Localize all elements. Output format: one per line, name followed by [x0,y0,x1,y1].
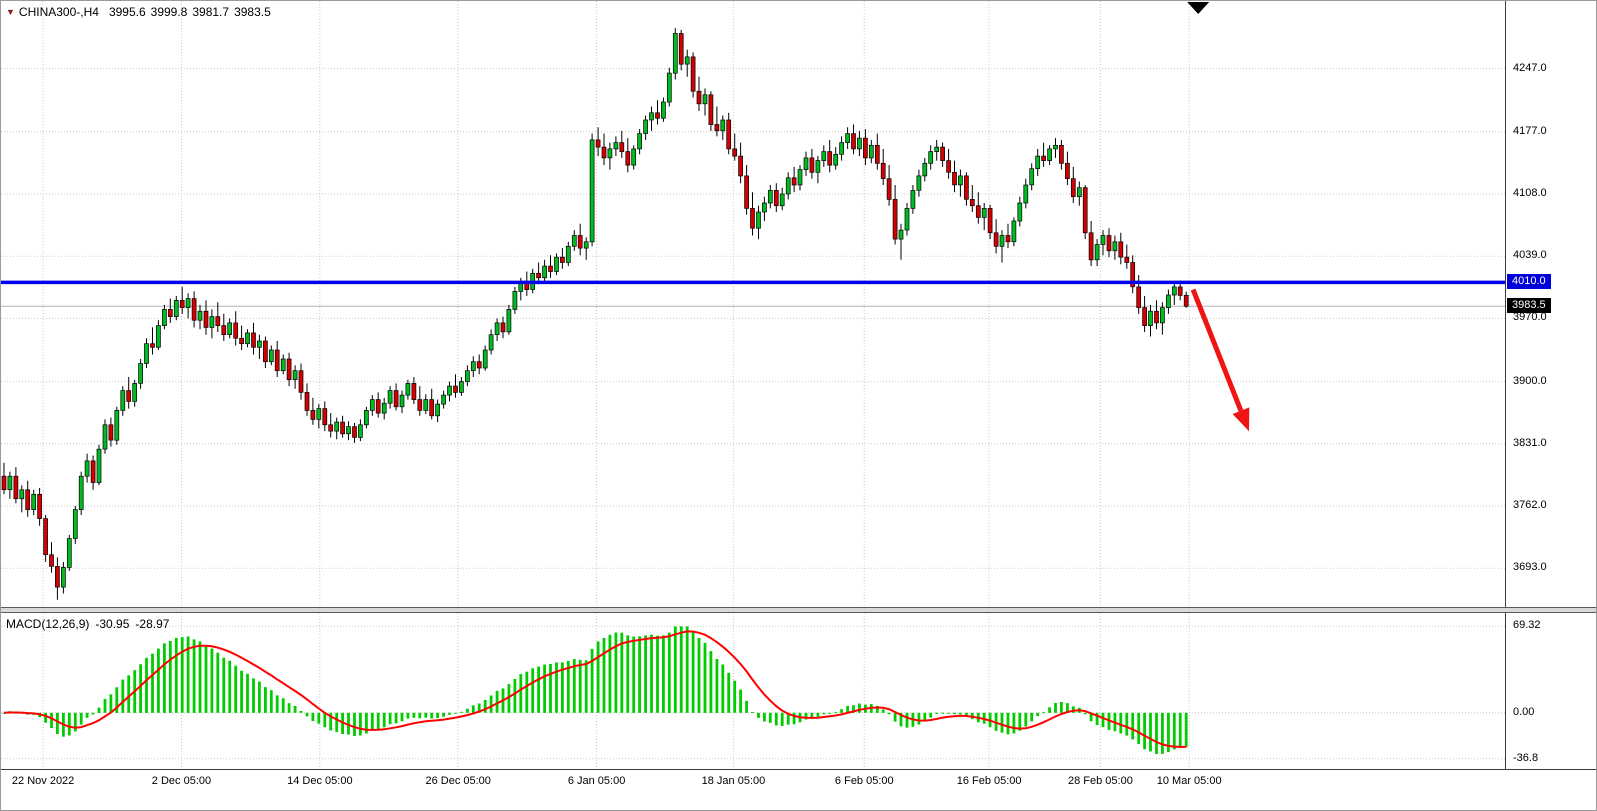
quote-high: 3999.8 [150,5,188,19]
price-axis-label: 3762.0 [1513,499,1547,511]
quote-line: ▼ CHINA300-,H4 3995.6 3999.8 3981.7 3983.5 [6,5,276,19]
main-chart-panel[interactable] [1,1,1505,607]
chart-shift-marker-icon [1187,2,1210,14]
price-axis[interactable] [1505,1,1596,769]
price-axis-label: 3970.0 [1513,311,1547,324]
price-axis-label: 4108.0 [1513,186,1547,199]
trend-arrow[interactable] [1190,288,1250,432]
price-axis-label: 4247.0 [1513,61,1547,74]
symbol-triangle-icon: ▼ [6,7,15,17]
macd-axis-label: 69.32 [1513,619,1541,632]
quote-close: 3983.5 [234,5,271,19]
quote-low: 3981.7 [192,5,230,19]
time-axis-label: 6 Jan 05:00 [567,775,626,787]
main-grid-layer [1,1,1505,607]
macd-signal-line [3,630,1187,748]
price-axis-label: 4039.0 [1513,249,1547,262]
time-axis-label: 6 Feb 05:00 [834,775,894,787]
time-axis-label: 2 Dec 05:00 [151,775,212,787]
macd-name: MACD(12,26,9) [6,617,90,631]
time-axis-label: 26 Dec 05:00 [425,775,491,787]
quote-open: 3995.6 [108,5,146,19]
hline-price-flag: 4010.0 [1507,274,1551,290]
current-price-flag: 3983.5 [1507,298,1551,314]
price-axis-label: 3693.0 [1513,561,1547,574]
macd-panel[interactable] [1,613,1505,769]
price-axis-label: 3831.0 [1513,436,1547,449]
macd-indicator-label: MACD(12,26,9) -30.95 -28.97 [6,617,175,631]
macd-axis-label: 0.00 [1513,705,1535,718]
time-axis-label: 22 Nov 2022 [11,775,75,787]
macd-histogram-layer [2,626,1188,754]
macd-axis-label: -36.8 [1513,751,1539,764]
price-axis-label: 3900.0 [1513,374,1547,387]
time-axis-label: 10 Mar 05:00 [1156,775,1222,787]
time-axis-label: 14 Dec 05:00 [287,775,353,787]
panel-divider[interactable] [1,607,1596,613]
macd-value: -30.95 [95,617,130,631]
time-axis[interactable] [1,769,1596,810]
macd-grid-layer [1,613,1505,769]
time-axis-label: 18 Jan 05:00 [701,775,766,787]
symbol-name: CHINA300-,H4 [18,5,99,19]
candles-layer [1,28,1189,600]
time-axis-label: 16 Feb 05:00 [956,775,1022,787]
price-axis-label: 4177.0 [1513,124,1547,137]
time-axis-label: 28 Feb 05:00 [1068,775,1133,787]
macd-signal-value: -28.97 [135,617,170,631]
